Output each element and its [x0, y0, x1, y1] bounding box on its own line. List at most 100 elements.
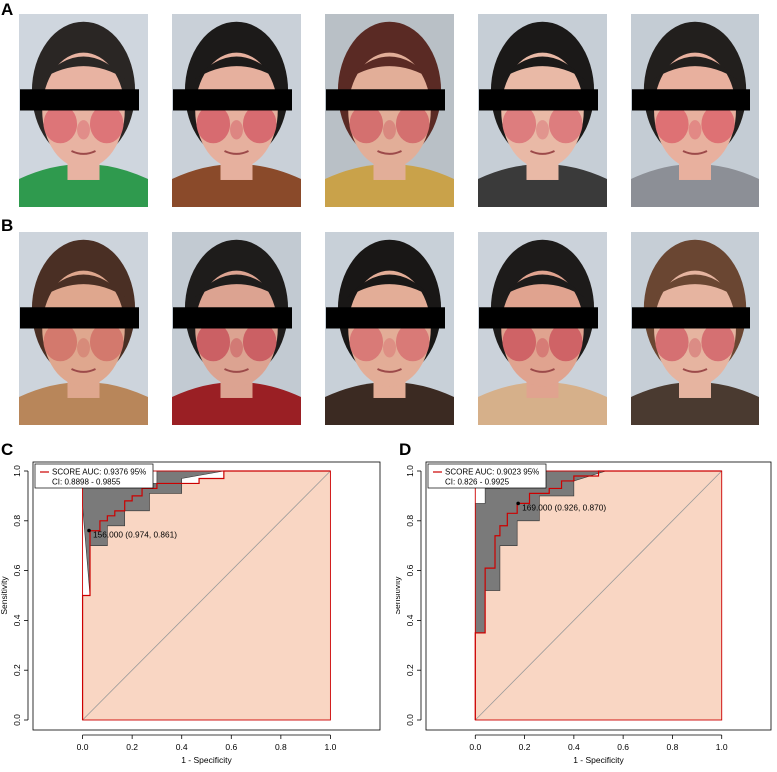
- mouth: [530, 368, 555, 373]
- right-cheek-flush: [242, 104, 277, 144]
- left-cheek-flush: [43, 104, 78, 144]
- left-cheek-flush: [349, 322, 384, 362]
- right-cheek-flush: [548, 322, 583, 362]
- face-illustration: [631, 14, 759, 207]
- threshold-point: [87, 528, 91, 533]
- hair-fringe: [193, 274, 280, 298]
- legend-text-line2: CI: 0.8898 - 0.9855: [52, 478, 121, 487]
- eye-censor-bar: [173, 307, 292, 329]
- patient-photo: [172, 232, 301, 425]
- right-cheek-flush: [89, 322, 124, 362]
- face-illustration: [325, 14, 454, 207]
- nose: [77, 338, 90, 358]
- face-illustration: [19, 232, 148, 425]
- hair-fringe: [499, 274, 586, 298]
- hair-fringe: [193, 56, 280, 80]
- nose: [536, 338, 549, 358]
- x-tick-label: 0.8: [275, 742, 287, 752]
- nose: [230, 338, 243, 358]
- mouth: [682, 368, 708, 373]
- panel-label-c: C: [1, 440, 14, 459]
- y-tick-label: 0.8: [12, 515, 22, 527]
- eye-censor-bar: [20, 89, 139, 111]
- y-axis-title: Sensitivity: [396, 576, 402, 615]
- x-axis-title: 1 - Specificity: [181, 755, 232, 765]
- right-cheek-flush: [548, 104, 583, 144]
- nose: [688, 120, 702, 140]
- right-cheek-flush: [701, 322, 735, 362]
- roc-curve: [81, 470, 331, 720]
- y-tick-label: 0.2: [405, 664, 415, 676]
- panel-label-a: A: [1, 0, 14, 19]
- eye-censor-bar: [326, 307, 445, 329]
- panel-label-b: B: [1, 216, 14, 235]
- left-cheek-flush: [43, 322, 78, 362]
- clothing: [478, 164, 607, 207]
- left-cheek-flush: [502, 104, 537, 144]
- hair-fringe: [499, 56, 586, 80]
- mouth: [377, 368, 402, 373]
- patient-photo: [325, 232, 454, 425]
- reference-diagonal: [475, 470, 722, 721]
- x-tick-label: 0.4: [568, 742, 580, 752]
- patient-photo: [19, 14, 148, 207]
- nose: [688, 338, 702, 358]
- clothing: [631, 164, 759, 207]
- hair-fringe: [346, 274, 433, 298]
- hair-fringe: [40, 56, 127, 80]
- right-cheek-flush: [395, 104, 430, 144]
- y-tick-label: 1.0: [12, 465, 22, 477]
- roc-chart-c: 0.0 0.2 0.4 0.6 0.8 1.0 0.0 0.2 0.4 0.6 0.8 1.0 1 - …: [0, 456, 385, 767]
- legend-text-line1: SCORE AUC: 0.9023 95%: [445, 468, 539, 477]
- legend-box: [427, 463, 547, 489]
- left-cheek-flush: [196, 322, 231, 362]
- left-cheek-flush: [502, 322, 537, 362]
- mouth: [682, 150, 708, 155]
- y-tick-label: 0.4: [405, 614, 415, 626]
- left-cheek-flush: [655, 104, 689, 144]
- hair-fringe: [652, 56, 738, 80]
- patient-photo: [325, 14, 454, 207]
- clothing: [478, 382, 607, 425]
- threshold-point: [516, 501, 520, 506]
- clothing: [325, 382, 454, 425]
- x-tick-label: 0.4: [176, 742, 188, 752]
- nose: [77, 120, 90, 140]
- eye-censor-bar: [479, 307, 598, 329]
- face-illustration: [172, 14, 301, 207]
- patient-photo: [478, 232, 607, 425]
- patient-photo: [172, 14, 301, 207]
- clothing: [19, 382, 148, 425]
- patient-photo: [631, 232, 759, 425]
- face-illustration: [325, 232, 454, 425]
- panel-label-d: D: [399, 440, 412, 459]
- nose: [383, 120, 396, 140]
- eye-censor-bar: [20, 307, 139, 329]
- x-tick-label: 0.0: [469, 742, 481, 752]
- y-tick-label: 0.0: [405, 714, 415, 726]
- hair-fringe: [652, 274, 738, 298]
- eye-censor-bar: [479, 89, 598, 111]
- x-axis-title: 1 - Specificity: [573, 755, 624, 765]
- nose: [536, 120, 549, 140]
- mouth: [224, 368, 249, 373]
- mouth: [377, 150, 402, 155]
- right-cheek-flush: [701, 104, 735, 144]
- clothing: [631, 382, 759, 425]
- roc-svg-d: 0.0 0.2 0.4 0.6 0.8 1.0 0.0 0.2 0.4 0.6 0.8 1.0 1 - …: [392, 461, 772, 765]
- left-cheek-flush: [196, 104, 231, 144]
- legend-box: [34, 463, 154, 489]
- clothing: [325, 164, 454, 207]
- eye-censor-bar: [632, 89, 750, 111]
- face-illustration: [478, 232, 607, 425]
- face-illustration: [172, 232, 301, 425]
- eye-censor-bar: [632, 307, 750, 329]
- y-axis-title: Sensitivity: [0, 576, 9, 615]
- x-tick-label: 0.0: [77, 742, 89, 752]
- right-cheek-flush: [89, 104, 124, 144]
- left-cheek-flush: [349, 104, 384, 144]
- clothing: [172, 382, 301, 425]
- eye-censor-bar: [326, 89, 445, 111]
- mouth: [71, 150, 96, 155]
- clothing: [172, 164, 301, 207]
